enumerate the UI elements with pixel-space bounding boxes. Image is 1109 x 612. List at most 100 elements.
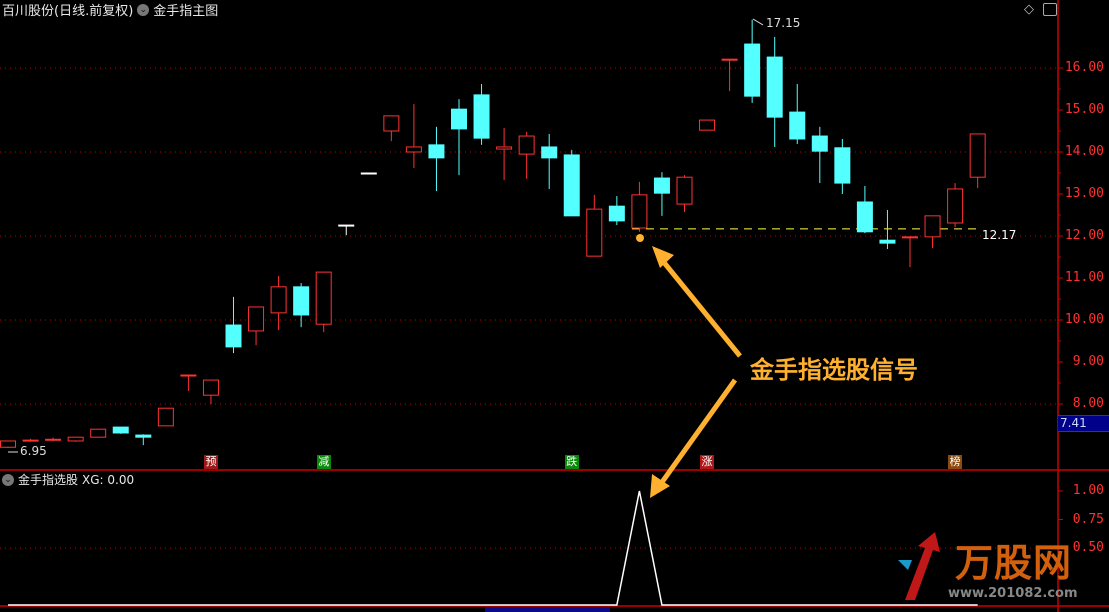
- candle-body: [180, 374, 197, 377]
- signal-annotation: 金手指选股信号: [750, 356, 918, 384]
- candle-body: [293, 286, 310, 316]
- candlestick: [112, 426, 129, 434]
- chart-header: 百川股份(日线.前复权) ⌄ 金手指主图: [2, 0, 218, 19]
- candlestick: [90, 428, 107, 438]
- candlestick: [338, 224, 355, 236]
- candlestick: [969, 133, 986, 189]
- signal-tag[interactable]: 涨: [700, 455, 715, 469]
- support-price-label: 12.17: [982, 228, 1017, 242]
- candle-body: [473, 94, 490, 139]
- annotation-arrow-upper: [660, 258, 742, 358]
- signal-tag[interactable]: 榜: [948, 455, 963, 469]
- candle-body: [405, 146, 422, 153]
- candlestick: [947, 183, 964, 228]
- candlestick: [586, 194, 603, 257]
- candlestick: [22, 438, 39, 442]
- candlestick: [699, 119, 716, 131]
- candle-body: [586, 208, 603, 257]
- chevron-down-icon[interactable]: ⌄: [2, 473, 14, 486]
- candlestick: [676, 175, 693, 213]
- candle-body: [496, 146, 513, 150]
- candle-body: [969, 133, 986, 178]
- candle-body: [744, 43, 761, 97]
- candle-body: [766, 56, 783, 118]
- candlestick: [518, 131, 535, 179]
- candle-body: [428, 144, 445, 159]
- candle-body: [902, 236, 918, 239]
- signal-tag[interactable]: 预: [203, 455, 218, 469]
- low-price-label: 6.95: [20, 444, 47, 458]
- candle-body: [947, 188, 964, 224]
- candlestick: [473, 83, 490, 145]
- candlestick: [225, 296, 242, 354]
- signal-tag[interactable]: 跌: [564, 455, 579, 469]
- price-axis-label: 15.00: [1064, 102, 1104, 117]
- candle-body: [834, 147, 851, 184]
- candle-body: [541, 146, 558, 159]
- price-axis-label: 10.00: [1064, 312, 1104, 327]
- high-pointer-icon: [752, 18, 764, 26]
- signal-tag[interactable]: 减: [316, 455, 331, 469]
- candlestick: [428, 126, 445, 192]
- arrow-head-icon: [650, 474, 670, 498]
- candlestick: [496, 128, 513, 181]
- candlestick: [451, 99, 467, 176]
- candle-body: [924, 215, 941, 238]
- candlestick: [902, 236, 918, 268]
- last-price-badge: 7.41: [1058, 415, 1109, 432]
- sub-axis-label: 0.50: [1072, 540, 1104, 555]
- stock-title: 百川股份(日线.前复权): [2, 4, 134, 19]
- candle-body: [676, 176, 693, 205]
- candlestick: [45, 437, 62, 441]
- candlestick: [811, 126, 828, 184]
- hand-cursor-icon: [636, 234, 644, 242]
- candle-body: [518, 135, 535, 155]
- sub-panel-header: ⌄ 金手指选股 XG: 0.00: [2, 471, 134, 488]
- candle-body: [653, 177, 670, 194]
- candlestick: [608, 196, 625, 226]
- candle-body: [0, 440, 16, 448]
- logo-arrow-icon: [905, 532, 940, 600]
- xg-signal-line: [8, 490, 978, 606]
- candlestick: [180, 374, 197, 391]
- candle-body: [383, 115, 400, 132]
- candlestick: [631, 181, 648, 232]
- candle-body: [451, 108, 467, 130]
- sub-axis-label: 1.00: [1072, 483, 1104, 498]
- candle-body: [157, 407, 174, 427]
- candle-body: [856, 201, 873, 233]
- candlestick: [0, 440, 16, 449]
- price-axis-label: 11.00: [1064, 270, 1104, 285]
- candle-body: [67, 436, 84, 442]
- candle-body: [811, 135, 828, 152]
- candlestick: [360, 172, 377, 175]
- candlestick: [563, 149, 580, 217]
- candle-body: [248, 306, 265, 332]
- logo-arrow-icon: [898, 560, 912, 570]
- indicator-name[interactable]: 金手指主图: [153, 4, 219, 19]
- candlestick: [856, 186, 873, 234]
- candlestick: [541, 133, 558, 189]
- candle-body: [360, 172, 377, 175]
- price-axis-label: 16.00: [1064, 60, 1104, 75]
- candlestick: [67, 436, 84, 442]
- date-cursor-box: [485, 607, 610, 612]
- diamond-icon[interactable]: ◇: [1024, 2, 1034, 17]
- candlestick: [248, 306, 265, 346]
- candlestick: [202, 379, 219, 404]
- candlestick: [383, 115, 400, 142]
- watermark-url: www.201082.com: [948, 586, 1078, 601]
- candle-body: [699, 119, 716, 131]
- price-axis-label: 8.00: [1072, 396, 1104, 411]
- candle-body: [631, 194, 648, 229]
- chevron-down-icon[interactable]: ⌄: [137, 3, 150, 16]
- candlestick: [834, 138, 851, 194]
- price-axis-label: 13.00: [1064, 186, 1104, 201]
- sub-indicator-name[interactable]: 金手指选股: [18, 473, 79, 487]
- high-price-label: 17.15: [766, 16, 801, 30]
- candle-body: [270, 286, 287, 314]
- candle-body: [879, 239, 896, 244]
- candle-body: [22, 439, 39, 442]
- panel-toggle-icon[interactable]: [1043, 3, 1057, 16]
